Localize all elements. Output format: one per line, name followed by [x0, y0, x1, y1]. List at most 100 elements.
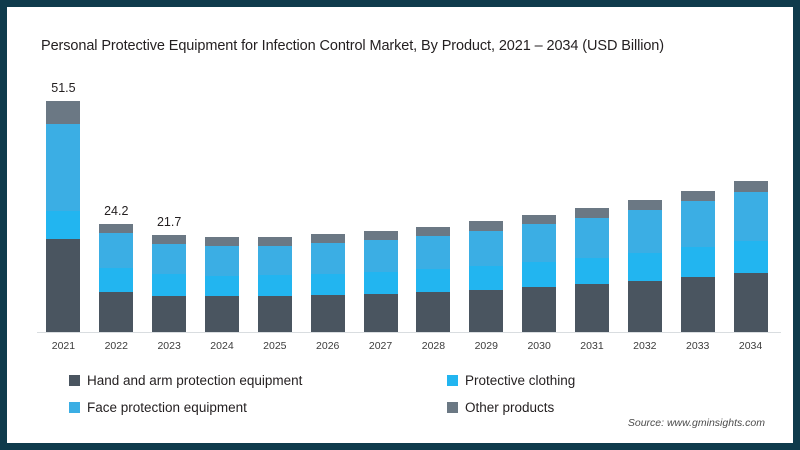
- bar-segment: [310, 234, 345, 244]
- bar-segment: [733, 180, 768, 192]
- bar-segment: [627, 209, 662, 254]
- plot-area: [37, 85, 777, 333]
- bar-segment: [469, 266, 504, 290]
- bar-2033[interactable]: [680, 190, 715, 333]
- bar-segment: [310, 295, 345, 333]
- legend-item-face-protection-equipment[interactable]: Face protection equipment: [69, 400, 447, 415]
- bar-segment: [522, 262, 557, 288]
- x-axis-tick-2026: 2026: [316, 340, 340, 352]
- legend-item-label: Face protection equipment: [87, 400, 247, 415]
- legend-item-other-products[interactable]: Other products: [447, 400, 554, 415]
- bar-2021[interactable]: [46, 100, 81, 333]
- bar-segment: [152, 295, 187, 333]
- bar-segment: [627, 253, 662, 281]
- bar-segment: [46, 239, 81, 333]
- bar-segment: [416, 236, 451, 270]
- bar-segment: [205, 296, 239, 333]
- legend-swatch-icon: [69, 402, 80, 413]
- bar-value-label: 21.7: [156, 215, 182, 230]
- bar-segment: [310, 243, 345, 274]
- bar-2030[interactable]: [522, 214, 557, 333]
- bar-segment: [469, 221, 504, 231]
- bar-segment: [733, 273, 768, 333]
- bar-2022[interactable]: [99, 223, 134, 333]
- legend-swatch-icon: [69, 375, 80, 386]
- legend-item-hand-and-arm-protection-equipment[interactable]: Hand and arm protection equipment: [69, 373, 447, 388]
- x-axis-tick-2023: 2023: [157, 340, 181, 352]
- legend-item-label: Other products: [465, 400, 555, 415]
- bar-segment: [205, 275, 239, 297]
- bar-2031[interactable]: [575, 207, 609, 333]
- x-axis-tick-2024: 2024: [210, 340, 234, 352]
- bar-segment: [152, 273, 187, 296]
- bar-segment: [46, 100, 81, 125]
- source-attribution: Source: www.gminsights.com: [627, 417, 765, 429]
- bar-segment: [522, 287, 557, 333]
- x-axis-tick-2030: 2030: [527, 340, 551, 352]
- bar-segment: [99, 267, 134, 292]
- legend-swatch-icon: [447, 402, 458, 413]
- bar-2024[interactable]: [205, 237, 239, 333]
- bar-segment: [152, 235, 187, 245]
- legend-item-label: Hand and arm protection equipment: [87, 373, 303, 388]
- bar-segment: [416, 291, 451, 333]
- bar-segment: [416, 269, 451, 292]
- x-axis-tick-2025: 2025: [263, 340, 287, 352]
- bar-segment: [522, 224, 557, 263]
- bar-segment: [205, 246, 239, 276]
- x-axis-tick-2021: 2021: [51, 340, 76, 352]
- bar-segment: [575, 218, 609, 259]
- bar-value-label: 51.5: [51, 80, 76, 95]
- bar-segment: [733, 191, 768, 242]
- bar-2023[interactable]: [152, 235, 187, 333]
- x-axis-tick-2022: 2022: [104, 340, 128, 352]
- chart-legend: Hand and arm protection equipment Protec…: [69, 373, 709, 427]
- legend-swatch-icon: [447, 375, 458, 386]
- bar-2034[interactable]: [733, 180, 768, 333]
- bar-2032[interactable]: [627, 199, 662, 333]
- chart-card: Personal Protective Equipment for Infect…: [7, 7, 793, 443]
- bar-2027[interactable]: [363, 231, 398, 333]
- bar-segment: [575, 207, 609, 219]
- bar-segment: [257, 236, 292, 246]
- x-axis-tick-2029: 2029: [474, 340, 498, 352]
- bar-segment: [680, 247, 715, 278]
- bar-segment: [363, 231, 398, 241]
- legend-row: Hand and arm protection equipment Protec…: [69, 373, 709, 388]
- bar-segment: [310, 273, 345, 296]
- bar-segment: [99, 223, 134, 234]
- bar-segment: [627, 199, 662, 210]
- bar-segment: [416, 226, 451, 237]
- legend-row: Face protection equipment Other products: [69, 400, 709, 415]
- bar-segment: [363, 272, 398, 294]
- axis-baseline: [37, 332, 781, 333]
- x-axis-tick-2033: 2033: [686, 340, 710, 352]
- bar-value-label: 24.2: [104, 203, 129, 218]
- bar-segment: [46, 124, 81, 212]
- bar-segment: [522, 214, 557, 225]
- bar-2025[interactable]: [257, 236, 292, 333]
- x-axis-tick-2032: 2032: [633, 340, 657, 352]
- bar-segment: [257, 275, 292, 297]
- bar-2026[interactable]: [310, 234, 345, 333]
- bar-segment: [575, 258, 609, 285]
- legend-item-label: Protective clothing: [465, 373, 576, 388]
- bar-segment: [257, 245, 292, 276]
- bar-segment: [469, 289, 504, 333]
- legend-item-protective-clothing[interactable]: Protective clothing: [447, 373, 575, 388]
- page-title: Personal Protective Equipment for Infect…: [41, 38, 664, 54]
- bar-2029[interactable]: [469, 221, 504, 333]
- bar-segment: [680, 277, 715, 333]
- bar-segment: [99, 233, 134, 268]
- x-axis-tick-2028: 2028: [421, 340, 446, 352]
- bar-segment: [680, 190, 715, 202]
- bar-segment: [205, 237, 239, 247]
- bar-segment: [99, 291, 134, 333]
- bar-segment: [152, 244, 187, 274]
- x-axis-tick-2034: 2034: [738, 340, 763, 352]
- bar-2028[interactable]: [416, 226, 451, 333]
- bar-segment: [363, 240, 398, 273]
- bar-segment: [680, 201, 715, 248]
- x-axis-tick-2031: 2031: [580, 340, 604, 352]
- bar-segment: [469, 230, 504, 267]
